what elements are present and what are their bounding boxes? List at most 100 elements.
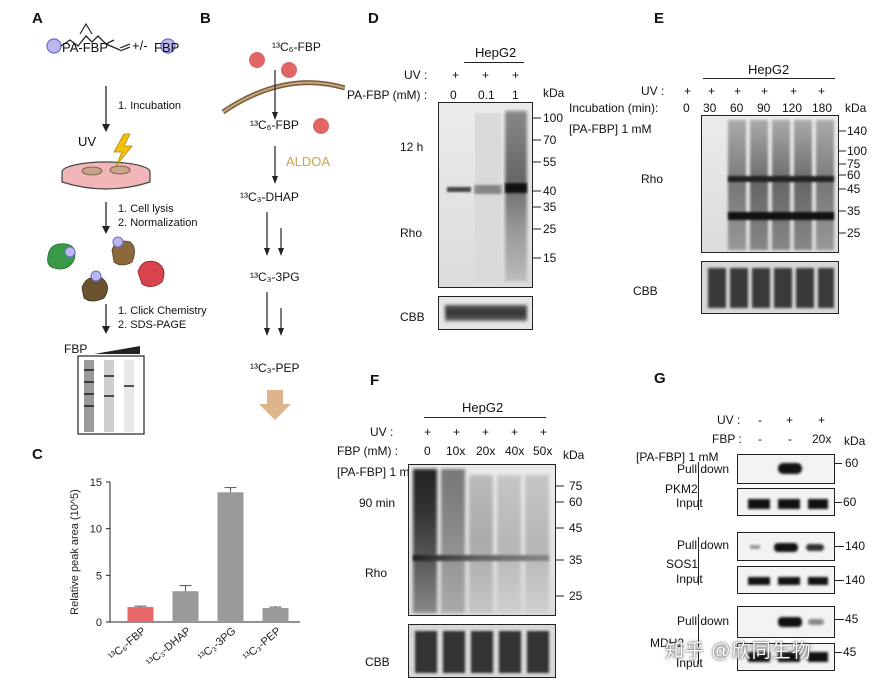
fbp-inside-label: ¹³C₆-FBP [250, 118, 299, 132]
panel-e-uv-0: + [684, 84, 692, 98]
panel-f-fbp-0: 0 [424, 444, 431, 458]
panel-f-marker-0: 75 [569, 479, 583, 493]
panel-d-uv-label: UV : [404, 68, 428, 82]
mdh2-label: MDH2 [650, 636, 685, 650]
panel-label-g: G [654, 370, 666, 387]
panel-f-cbb: CBB [365, 655, 390, 669]
pkm2-pulldown-label: Pull down [677, 462, 730, 476]
y-axis-title: Relative peak area (10^5) [69, 489, 81, 615]
step-incubation: 1. Incubation [118, 100, 181, 112]
cell-membrane-icon [221, 80, 345, 115]
panel-d-cbb: CBB [400, 310, 425, 324]
panel-f-fbp-3: 40x [505, 444, 525, 458]
fbp-sphere-icon [46, 38, 62, 54]
panel-e-conc-label: [PA-FBP] 1 mM [569, 122, 652, 136]
panel-f-conc-label: [PA-FBP] 1 mM [337, 465, 420, 479]
panel-g-uv-0: - [758, 413, 762, 427]
panel-g-kda: kDa [844, 434, 866, 448]
panel-f-cbb-blot [408, 624, 556, 678]
panel-e-marker-3: 60 [847, 168, 861, 182]
pkm2-pulldown-marker: 60 [845, 456, 859, 470]
panel-e-cbb-blot [701, 261, 839, 314]
panel-e-cbb: CBB [633, 284, 658, 298]
y-tick-label: 0 [96, 617, 102, 629]
panel-d-conc-0: 0 [450, 88, 457, 102]
panel-e-inc-4: 120 [782, 101, 803, 115]
panel-d-marker-2: 55 [543, 155, 557, 169]
pa-fbp-label: PA-FBP [62, 40, 108, 55]
panel-e-inc-5: 180 [812, 101, 833, 115]
panel-e-uv-1: + [708, 84, 716, 98]
panel-e-uv-3: + [761, 84, 769, 98]
panel-g-uv-1: + [786, 413, 794, 427]
step-cell-lysis: 1. Cell lysis [118, 203, 174, 215]
category-label: ¹³C₆-FBP [106, 625, 148, 663]
panel-g-fbp-label: FBP : [712, 432, 742, 446]
protein-icon [81, 276, 108, 302]
uv-label: UV [78, 134, 97, 149]
step-normalization: 2. Normalization [118, 217, 198, 229]
panel-e-uv-4: + [790, 84, 798, 98]
panel-d-uv-0: + [452, 68, 460, 82]
panel-f-uv-1: + [453, 425, 461, 439]
mdh2-input-blot [737, 643, 835, 671]
panel-d-marker-3: 40 [543, 184, 557, 198]
plus-minus-label: +/- [132, 38, 148, 53]
panel-f-time: 90 min [359, 496, 396, 510]
panel-c-bar-chart: 0 5 10 15 Relative peak area (10^5) ¹³C₆-FBP ¹… [69, 477, 300, 669]
panel-b-pathway [221, 52, 345, 420]
y-tick-label: 10 [90, 524, 102, 536]
panel-label-d: D [368, 10, 379, 27]
panel-e-inc-1: 30 [703, 101, 717, 115]
panel-f-cell-line: HepG2 [462, 400, 504, 415]
panel-e-rho-blot [701, 115, 839, 253]
y-tick-label: 15 [90, 477, 102, 489]
category-label: ¹³C₃-PEP [241, 625, 284, 663]
bar [262, 608, 289, 622]
step-click-chemistry: 1. Click Chemistry [118, 305, 207, 317]
panel-f-marker-1: 60 [569, 495, 583, 509]
sos1-input-label: Input [676, 572, 703, 586]
panel-label-b: B [200, 10, 211, 27]
panel-label-e: E [654, 10, 665, 27]
panel-f-uv-3: + [511, 425, 519, 439]
panel-d-marker-1: 70 [543, 133, 557, 147]
sos1-input-marker: 140 [845, 573, 866, 587]
panel-f-kda: kDa [563, 448, 585, 462]
panel-e-marker-0: 140 [847, 124, 868, 138]
panel-d-uv-1: + [482, 68, 490, 82]
panel-g-conc-label: [PA-FBP] 1 mM [636, 450, 719, 464]
panel-e-kda: kDa [845, 101, 867, 115]
pkm2-label: PKM2 [665, 482, 698, 496]
panel-f-fbp-1: 10x [446, 444, 466, 458]
panel-d-uv-2: + [512, 68, 520, 82]
bar [217, 492, 244, 622]
panel-f-rho-blot [408, 464, 556, 616]
panel-g-fbp-1: - [788, 432, 792, 446]
panel-f-marker-2: 45 [569, 521, 583, 535]
panel-e-uv-5: + [818, 84, 826, 98]
panel-f-uv-4: + [540, 425, 548, 439]
pkm2-input-marker: 60 [843, 495, 857, 509]
panel-e-marker-6: 25 [847, 226, 861, 240]
panel-f-marker-4: 25 [569, 589, 583, 603]
y-tick-label: 5 [96, 570, 102, 582]
watermark-text: 知乎 @欣同生物 [665, 641, 812, 662]
panel-d-kda: kDa [543, 86, 565, 100]
panel-d-conc-2: 1 [512, 88, 519, 102]
bar [172, 591, 199, 622]
sos1-label: SOS1 [666, 557, 699, 571]
panel-d-rho: Rho [400, 226, 423, 240]
fbp-sphere-icon [160, 38, 176, 54]
pkm2-pulldown-blot [737, 454, 835, 484]
sos1-pulldown-blot [737, 532, 835, 561]
panel-d-marker-6: 15 [543, 251, 557, 265]
panel-e-uv-2: + [734, 84, 742, 98]
panel-f-fbp-label: FBP (mM) : [337, 444, 399, 458]
panel-d-cbb-blot [438, 296, 533, 330]
protein-icon [137, 260, 165, 287]
panel-f-rho: Rho [365, 566, 388, 580]
panel-g-uv-label: UV : [717, 413, 741, 427]
fbp-outside-label: ¹³C₆-FBP [272, 40, 321, 54]
panel-label-f: F [370, 372, 380, 389]
